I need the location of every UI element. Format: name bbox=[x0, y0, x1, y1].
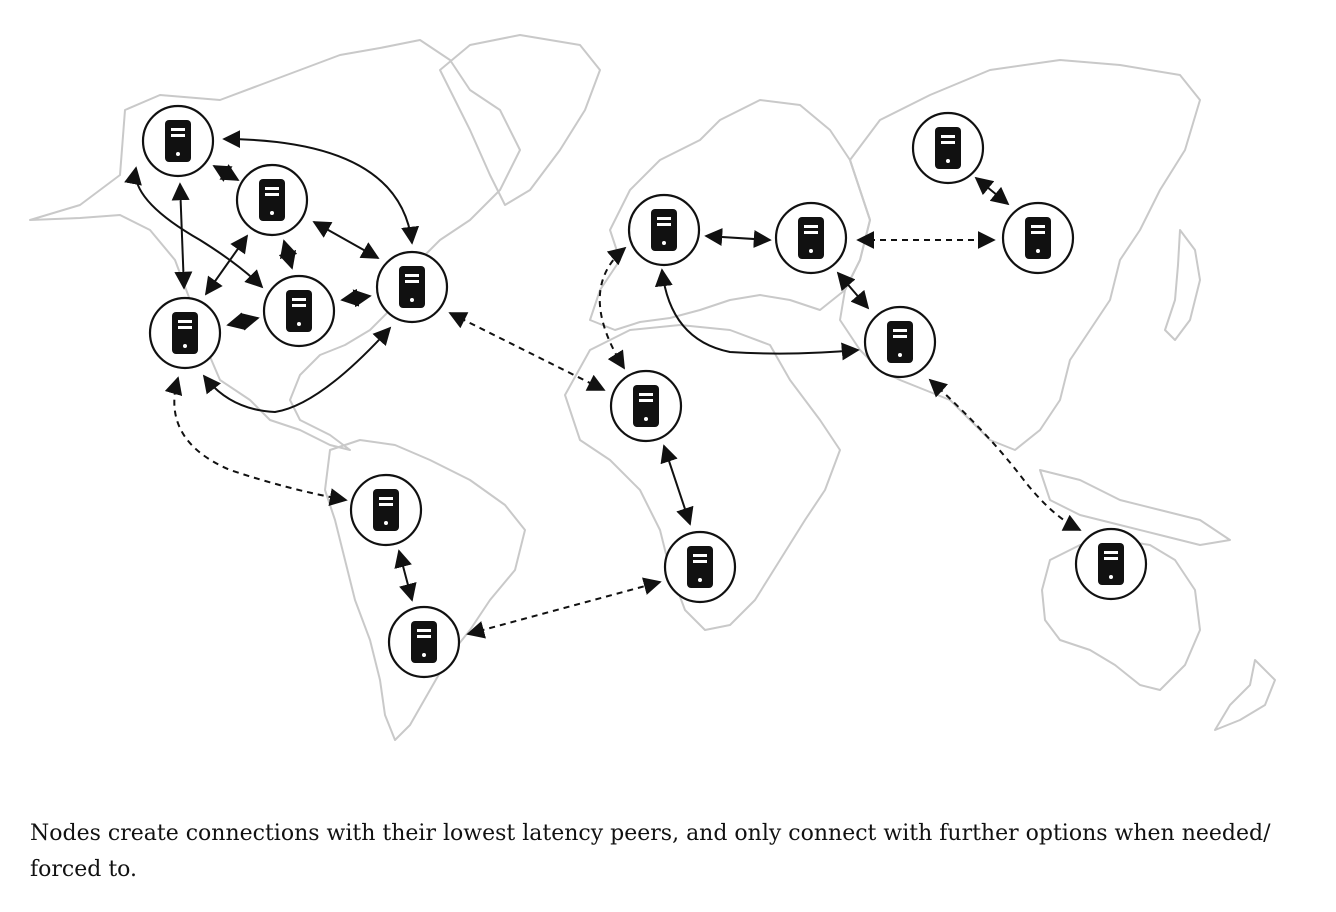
new-zealand-outline bbox=[1214, 659, 1276, 731]
node-eastern-europe bbox=[774, 201, 848, 275]
node-europe bbox=[627, 193, 701, 267]
network-map-diagram bbox=[29, 34, 1276, 741]
node-northeast-asia bbox=[911, 111, 985, 185]
link-southamerica-south bbox=[394, 549, 417, 602]
link-central-northeast bbox=[340, 288, 372, 308]
node-southern-africa bbox=[663, 530, 737, 604]
link-westafrica-europe bbox=[598, 246, 627, 370]
link-europe-india bbox=[654, 268, 860, 361]
node-australia bbox=[1074, 527, 1148, 601]
north-america-outline bbox=[29, 39, 521, 451]
link-westafrica-southafrica bbox=[660, 444, 694, 526]
link-alaska-canada bbox=[212, 164, 240, 182]
link-canada-west bbox=[204, 234, 249, 296]
nodes bbox=[141, 104, 1148, 679]
server-icon bbox=[172, 312, 198, 354]
node-canada bbox=[235, 163, 309, 237]
server-icon bbox=[165, 120, 191, 162]
node-alaska bbox=[141, 104, 215, 178]
server-icon bbox=[399, 266, 425, 308]
node-south-america-north bbox=[349, 473, 423, 547]
link-canada-northeast bbox=[312, 221, 380, 259]
link-west-southamerica bbox=[164, 376, 348, 507]
link-europe-eastern-europe bbox=[704, 228, 772, 248]
server-icon bbox=[798, 217, 824, 259]
server-icon bbox=[1025, 217, 1051, 259]
node-north-america-central bbox=[262, 274, 336, 348]
server-icon bbox=[651, 209, 677, 251]
server-icon bbox=[373, 489, 399, 531]
node-siberia bbox=[1001, 201, 1075, 275]
south-america-outline bbox=[324, 439, 526, 741]
node-north-america-northeast bbox=[375, 250, 449, 324]
server-icon bbox=[286, 290, 312, 332]
server-icon bbox=[259, 179, 285, 221]
figure-caption: Nodes create connections with their lowe… bbox=[30, 821, 1271, 882]
node-north-america-west bbox=[148, 296, 222, 370]
link-south-southafrica bbox=[466, 577, 662, 639]
link-west-central bbox=[226, 312, 260, 331]
link-northeast-westafrica bbox=[448, 312, 606, 391]
southeast-asia-islands-outline bbox=[1039, 469, 1231, 546]
link-india-australia bbox=[928, 378, 1082, 531]
server-icon bbox=[633, 385, 659, 427]
link-canada-central bbox=[278, 239, 298, 270]
server-icon bbox=[935, 127, 961, 169]
server-icon bbox=[1098, 543, 1124, 585]
server-icon bbox=[887, 321, 913, 363]
link-northeast-asia-siberia bbox=[974, 176, 1010, 206]
server-icon bbox=[411, 621, 437, 663]
node-south-america-south bbox=[387, 605, 461, 679]
node-south-asia bbox=[863, 305, 937, 379]
server-icon bbox=[687, 546, 713, 588]
greenland-outline bbox=[439, 34, 601, 206]
japan-outline bbox=[1164, 229, 1201, 341]
link-alaska-northeast bbox=[222, 130, 420, 245]
connections bbox=[124, 130, 1082, 639]
node-west-africa bbox=[609, 369, 683, 443]
